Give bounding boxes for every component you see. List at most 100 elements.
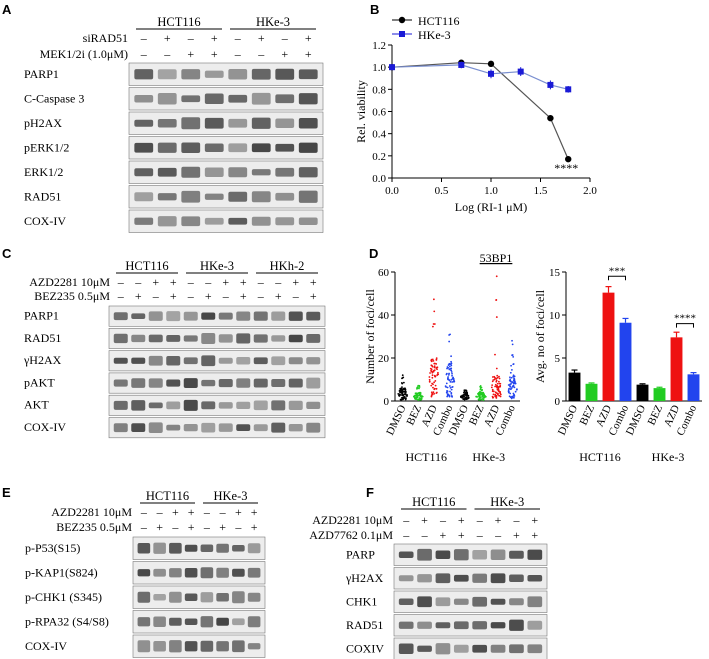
d-scatter-point (416, 394, 419, 397)
d-bar-x-label: DMSO (556, 403, 580, 437)
d-scatter-point (509, 383, 512, 386)
treatment-sign: + (310, 289, 317, 303)
blot-band (298, 69, 318, 80)
d-scatter-point (499, 395, 502, 398)
d-bar-y-label: Avg. no of foci/cell (533, 289, 547, 383)
blot-band (527, 596, 543, 608)
blot-label: AKT (24, 398, 49, 412)
d-scatter-point (447, 366, 450, 369)
d-scatter-point (433, 365, 436, 368)
d-scatter-point (497, 393, 499, 396)
d-scatter-point (444, 385, 447, 388)
d-scatter-point (480, 396, 482, 399)
blot-label: p-RPA32 (S4/S8) (25, 614, 109, 628)
blot-band (113, 400, 128, 410)
b-legend-label: HKe-3 (418, 28, 451, 42)
blot-band (228, 167, 248, 178)
blot-band (435, 597, 451, 607)
blot-band (200, 592, 214, 603)
blot-band (157, 142, 177, 153)
d-scatter-point (448, 379, 451, 382)
b-legend-marker (399, 31, 405, 37)
blot-band (453, 621, 469, 630)
b-significance: **** (554, 161, 578, 175)
d-scatter-point (509, 376, 511, 379)
d-scatter-point (434, 384, 437, 387)
d-scatter-point (436, 374, 439, 377)
blot-band (184, 641, 198, 652)
blot-band (201, 401, 216, 410)
blot-strip (128, 209, 324, 233)
treatment-sign: + (310, 275, 317, 289)
d-scatter-point (513, 375, 516, 378)
treatment-sign: + (281, 47, 288, 61)
d-scatter-point (483, 394, 486, 397)
blot-label: γH2AX (23, 353, 62, 367)
blot-band (134, 119, 154, 127)
blot-band (218, 334, 233, 343)
group-header: HCT116 (412, 495, 455, 509)
d-scatter-point (431, 365, 434, 368)
d-scatter-point (495, 380, 498, 383)
panel-letter-F: F (366, 485, 374, 500)
d-scatter-point (400, 381, 403, 384)
treatment-sign: – (257, 289, 265, 303)
d-scatter-point (400, 388, 402, 391)
treatment-sign: – (257, 47, 265, 61)
d-scatter-point (509, 380, 512, 383)
d-bar-group-label: HCT116 (579, 450, 621, 464)
d-scatter-point (434, 379, 437, 382)
b-point-HKe-3 (517, 68, 524, 75)
d-scatter-point (431, 371, 434, 374)
blot-band (218, 378, 233, 388)
d-scatter-point (450, 378, 453, 381)
treatment-sign: – (512, 513, 520, 527)
d-scatter-point (448, 365, 451, 368)
d-bar-AZD (670, 337, 683, 401)
treatment-sign: – (187, 289, 195, 303)
d-scatter-point (450, 392, 453, 395)
d-bar-Combo (619, 322, 632, 401)
blot-strip (393, 590, 548, 613)
blot-band (169, 617, 182, 626)
d-scatter-point (514, 390, 517, 393)
d-scatter-point (447, 374, 450, 376)
treatment-sign: – (476, 528, 484, 542)
blot-band (218, 423, 233, 432)
d-bar-DMSO (636, 384, 649, 401)
treatment-sign: + (495, 513, 502, 527)
blot-band (184, 618, 198, 625)
blot-strip (132, 610, 266, 634)
b-fit-curve (391, 64, 569, 90)
d-scatter-point (499, 384, 502, 387)
blot-band (131, 334, 146, 343)
d-bar-group-label: HKe-3 (652, 450, 685, 464)
blot-band (134, 192, 154, 202)
d-scatter-point (401, 374, 404, 377)
d-scatter-point (450, 364, 453, 367)
d-bar-DMSO (568, 372, 581, 401)
d-scatter-point (499, 391, 502, 393)
blot-band (490, 549, 506, 561)
d-scatter-point (446, 395, 449, 398)
treatment-sign: – (402, 513, 410, 527)
treatment-sign: – (140, 505, 148, 519)
d-scatter-point (513, 396, 515, 399)
treatment-sign: + (292, 275, 299, 289)
blot-band (153, 640, 166, 652)
blot-band (166, 311, 181, 322)
blot-strip (132, 634, 266, 658)
blot-band (134, 95, 154, 103)
d-scatter-point (450, 371, 453, 373)
group-header: HKh-2 (270, 259, 305, 273)
d-scatter-point (433, 374, 436, 377)
blot-strip (128, 87, 324, 111)
d-scatter-point (510, 376, 513, 379)
blot-band (113, 333, 128, 344)
d-scatter-point (496, 382, 499, 385)
blot-band (228, 191, 248, 202)
d-scatter-point (491, 376, 494, 378)
blot-band (148, 422, 163, 433)
d-scatter-point (430, 364, 433, 367)
blot-band (509, 574, 524, 583)
